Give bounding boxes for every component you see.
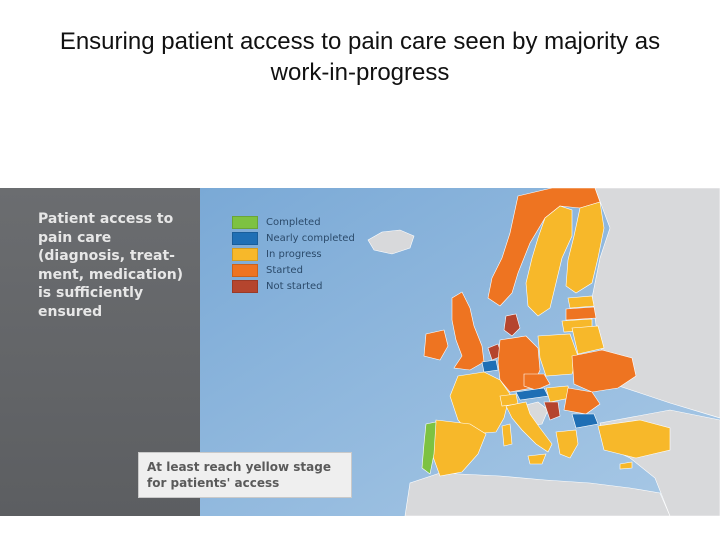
slide-title: Ensuring patient access to pain care see… (59, 28, 661, 86)
poland (537, 333, 579, 377)
legend-label: Started (266, 264, 303, 276)
portugal (421, 421, 437, 475)
legend-item-nearly-completed: Nearly completed (232, 230, 362, 246)
legend-swatch-in-progress (232, 247, 258, 261)
map-svg (200, 188, 720, 516)
estonia (567, 295, 595, 309)
ukraine (571, 349, 637, 393)
legend-label: Completed (266, 216, 321, 228)
sweden (525, 205, 573, 317)
italy (505, 401, 553, 453)
bulgaria (571, 413, 599, 429)
belgium (481, 359, 499, 373)
legend-item-in-progress: In progress (232, 246, 362, 262)
legend-swatch-nearly-completed (232, 231, 258, 245)
legend-label: Nearly completed (266, 232, 355, 244)
legend-label: Not started (266, 280, 323, 292)
legend-item-started: Started (232, 262, 362, 278)
turkey (597, 419, 671, 459)
denmark (503, 313, 521, 337)
europe-map (200, 188, 720, 516)
latvia (565, 306, 597, 321)
callout-box: At least reach yellow stage for patients… (138, 452, 352, 498)
ireland (423, 329, 449, 361)
callout-text: At least reach yellow stage for patients… (147, 460, 331, 490)
sardinia (501, 423, 513, 447)
united-kingdom (451, 291, 485, 371)
finland (565, 201, 605, 294)
legend-label: In progress (266, 248, 322, 260)
legend-swatch-started (232, 263, 258, 277)
legend-swatch-completed (232, 215, 258, 229)
sicily (527, 453, 547, 465)
belarus (571, 325, 605, 355)
legend-swatch-not-started (232, 279, 258, 293)
map-legend: Completed Nearly completed In progress S… (232, 214, 362, 294)
north-africa-land (404, 472, 671, 516)
serbia (543, 401, 561, 421)
norway (487, 188, 601, 307)
czechia (523, 373, 551, 391)
legend-item-not-started: Not started (232, 278, 362, 294)
greece (555, 429, 579, 459)
cyprus (619, 461, 633, 470)
france (449, 371, 511, 435)
iceland (367, 229, 415, 255)
romania (563, 387, 601, 415)
legend-item-completed: Completed (232, 214, 362, 230)
left-panel: Patient access to pain care (diagnosis, … (0, 188, 200, 516)
panel-heading: Patient access to pain care (diagnosis, … (38, 211, 184, 320)
